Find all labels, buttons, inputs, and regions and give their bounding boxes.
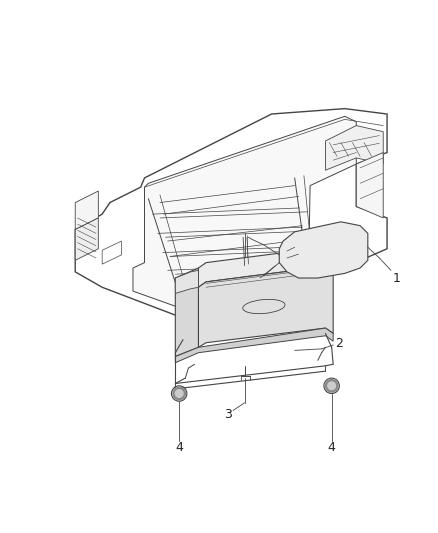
- Text: 2: 2: [335, 337, 343, 350]
- Polygon shape: [75, 218, 98, 260]
- Text: 4: 4: [327, 441, 335, 454]
- Circle shape: [327, 382, 335, 390]
- Circle shape: [173, 387, 185, 400]
- Circle shape: [325, 379, 337, 392]
- Text: 4: 4: [175, 441, 183, 454]
- Polygon shape: [325, 126, 382, 170]
- Polygon shape: [279, 222, 367, 278]
- Polygon shape: [198, 247, 332, 287]
- Polygon shape: [175, 268, 198, 357]
- Polygon shape: [356, 152, 382, 218]
- Polygon shape: [133, 116, 356, 310]
- Polygon shape: [198, 266, 332, 348]
- Text: 3: 3: [223, 408, 231, 421]
- Polygon shape: [175, 328, 332, 363]
- Text: 1: 1: [392, 271, 399, 285]
- Circle shape: [175, 390, 183, 398]
- Polygon shape: [75, 191, 98, 230]
- Polygon shape: [175, 270, 198, 294]
